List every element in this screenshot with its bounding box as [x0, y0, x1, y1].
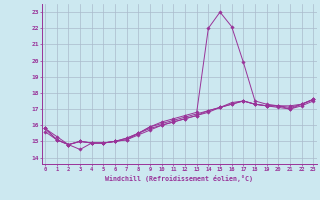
X-axis label: Windchill (Refroidissement éolien,°C): Windchill (Refroidissement éolien,°C) [105, 175, 253, 182]
